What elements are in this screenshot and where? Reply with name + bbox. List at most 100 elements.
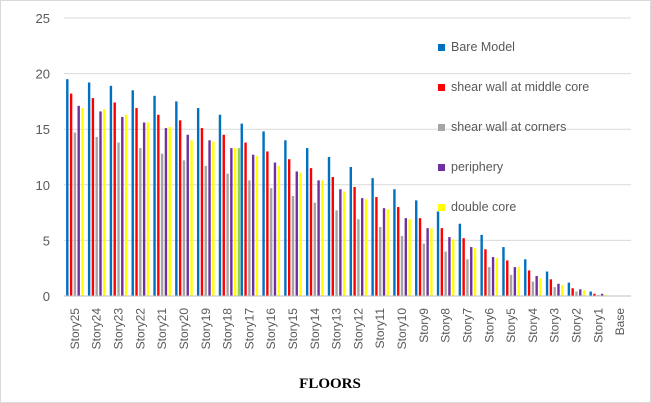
bar: [582, 290, 586, 296]
bar: [513, 267, 517, 296]
legend-label: periphery: [451, 160, 504, 174]
bar: [121, 116, 124, 296]
x-axis-title: FLOORS: [299, 376, 361, 392]
bar: [527, 270, 531, 296]
bar: [364, 199, 368, 296]
bar: [382, 208, 386, 296]
bar: [444, 251, 447, 296]
bar: [473, 248, 477, 296]
x-tick-label: Story8: [439, 308, 453, 343]
bar: [139, 148, 142, 296]
bar: [95, 136, 98, 296]
bar: [342, 191, 346, 296]
bar: [113, 102, 116, 297]
bar: [597, 294, 600, 296]
bar: [466, 259, 469, 296]
bar: [571, 288, 574, 296]
bar: [371, 178, 374, 296]
bar: [593, 293, 596, 296]
bar-highlight: [237, 148, 241, 296]
bar: [404, 218, 408, 296]
legend-swatch: [438, 164, 445, 171]
bar: [458, 223, 462, 296]
legend-swatch: [438, 204, 445, 211]
bar: [240, 123, 243, 296]
bar: [436, 211, 440, 296]
bar: [168, 126, 171, 296]
bar: [212, 141, 215, 296]
bar: [66, 79, 69, 296]
bar: [190, 140, 193, 296]
axes: 0 5 10 15 20 25 Story25 Story24 Story23 Story22 St…: [36, 11, 631, 349]
bar: [164, 128, 168, 296]
bar: [448, 237, 451, 296]
bar: [124, 114, 128, 296]
x-tick-label: Story2: [569, 308, 583, 343]
bar: [262, 131, 265, 296]
x-tick-label: Story16: [264, 308, 278, 350]
bar: [506, 260, 509, 296]
bar: [452, 239, 455, 296]
bar: [524, 259, 527, 296]
y-tick-label: 15: [36, 122, 50, 137]
bar: [549, 279, 553, 296]
bar: [600, 293, 604, 296]
bar: [470, 247, 473, 296]
bar: [604, 294, 608, 296]
bar: [400, 235, 404, 296]
x-tick-label: Story7: [460, 308, 474, 343]
x-tick-label: Story6: [482, 308, 496, 343]
legend-label: shear wall at middle core: [451, 80, 589, 94]
bar: [230, 148, 233, 296]
bar: [299, 172, 302, 296]
bar: [153, 95, 156, 296]
bar: [109, 85, 113, 296]
bar: [488, 267, 491, 296]
x-tick-label: Story12: [351, 308, 365, 350]
bar: [266, 151, 269, 296]
bar: [349, 167, 353, 296]
bar: [462, 238, 465, 296]
x-tick-label: Story19: [199, 308, 213, 350]
x-tick-label: Story23: [112, 308, 126, 350]
bar: [491, 257, 495, 296]
bar: [415, 200, 418, 296]
bar: [484, 249, 487, 296]
bar: [277, 165, 280, 296]
bar: [408, 219, 411, 296]
legend-swatch: [438, 84, 445, 91]
bar: [422, 243, 426, 296]
bar: [418, 218, 422, 296]
bar: [117, 142, 120, 296]
bar: [103, 109, 106, 297]
bar: [291, 195, 295, 296]
x-tick-label: Story1: [591, 308, 605, 343]
bar: [226, 173, 229, 296]
legend-label: shear wall at corners: [451, 120, 566, 134]
x-tick-label: Story22: [133, 308, 147, 350]
bar: [175, 101, 178, 297]
bar: [335, 210, 338, 296]
bar: [579, 289, 582, 296]
bar: [321, 180, 324, 296]
bar: [186, 134, 189, 296]
bar: [269, 188, 273, 296]
bar: [509, 274, 513, 296]
bar: [531, 281, 535, 296]
bar: [557, 283, 560, 296]
bar: [77, 105, 80, 297]
bar: [208, 140, 211, 296]
bar: [430, 228, 433, 296]
bar: [535, 275, 538, 296]
bar: [160, 153, 164, 296]
y-tick-label: 20: [36, 67, 50, 82]
x-tick-label: Story10: [395, 308, 409, 350]
x-tick-label: Story20: [177, 308, 191, 350]
bar: [440, 228, 444, 296]
bar: [480, 234, 483, 296]
bar: [375, 197, 378, 296]
bar: [357, 219, 360, 296]
x-tick-label: Story13: [330, 308, 344, 350]
legend-swatch: [438, 44, 445, 51]
